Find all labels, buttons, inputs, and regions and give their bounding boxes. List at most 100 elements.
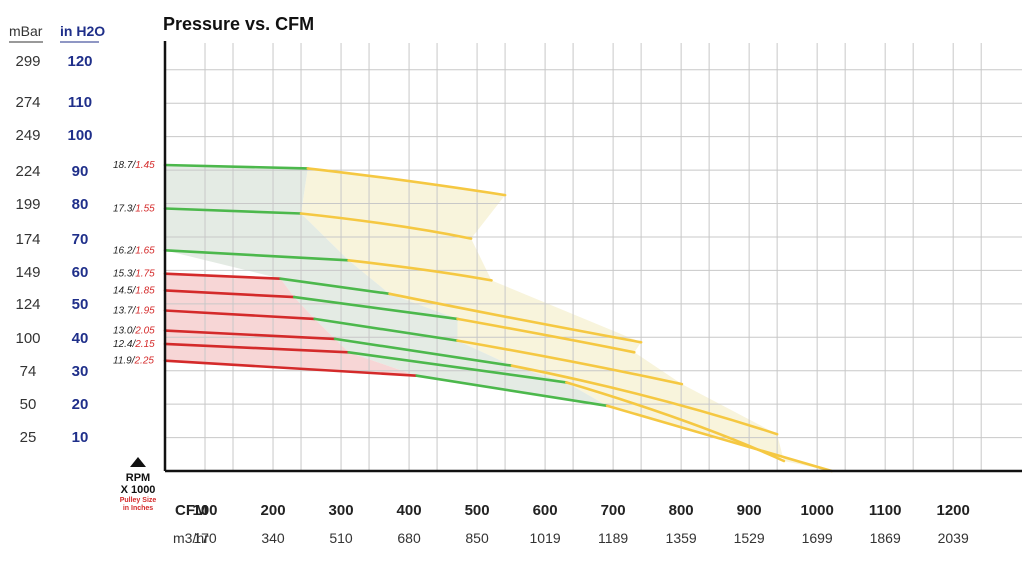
cfm-tick: 1000 <box>800 502 833 519</box>
mbar-tick: 174 <box>15 231 40 248</box>
m3hr-tick: 680 <box>397 530 421 546</box>
mbar-tick: 50 <box>20 396 37 413</box>
curve-label-pulley: 2.15 <box>134 339 155 350</box>
inh2o-tick: 120 <box>67 53 92 70</box>
zone-green <box>165 165 608 406</box>
curve-15.3-green <box>279 277 391 296</box>
inh2o-tick: 60 <box>72 264 89 281</box>
curve-17.3-yellow <box>299 212 473 240</box>
curve-11.9-yellow <box>605 404 833 473</box>
curve-label-rpm: 13.7/ <box>113 306 136 317</box>
rpm-label: RPM <box>126 472 150 484</box>
curve-label-pulley: 2.25 <box>134 356 155 367</box>
rpm-multiplier-label: X 1000 <box>121 484 156 496</box>
curve-15.3-yellow <box>388 292 643 344</box>
fan-curves <box>163 163 833 473</box>
inh2o-tick: 10 <box>72 429 89 446</box>
cfm-tick: 1100 <box>869 502 902 519</box>
curve-label-rpm: 18.7/ <box>113 160 136 171</box>
pulley-units-label: in Inches <box>123 505 153 512</box>
curve-12.4-red <box>163 342 350 354</box>
curve-label-pulley: 1.55 <box>135 204 155 215</box>
m3hr-tick: 510 <box>329 530 353 546</box>
operating-zones <box>165 165 832 471</box>
cfm-tick: 700 <box>601 502 626 519</box>
mbar-tick: 124 <box>15 296 40 313</box>
mbar-tick: 25 <box>20 429 37 446</box>
curve-label: 18.7/1.45 <box>113 160 155 171</box>
curve-label: 16.2/1.65 <box>113 245 155 256</box>
curve-label-rpm: 15.3/ <box>113 269 136 280</box>
cfm-tick: 800 <box>669 502 694 519</box>
mbar-tick: 224 <box>15 163 40 180</box>
curve-11.9-green <box>415 374 609 408</box>
mbar-tick: 274 <box>15 94 40 111</box>
inh2o-tick: 30 <box>72 363 89 380</box>
mbar-header: mBar <box>9 23 43 39</box>
curve-16.2-yellow <box>347 259 493 282</box>
curve-11.9-red <box>163 359 418 377</box>
curve-label-pulley: 1.95 <box>135 306 155 317</box>
inh2o-header: in H2O <box>60 23 105 39</box>
m3hr-tick: 1699 <box>802 530 833 546</box>
curve-13.7-red <box>163 309 316 321</box>
curve-label-pulley: 1.45 <box>135 160 155 171</box>
curve-label: 14.5/1.85 <box>113 285 155 296</box>
curve-label-pulley: 2.05 <box>134 326 155 337</box>
curve-13.0-red <box>163 329 337 341</box>
mbar-tick: 74 <box>20 363 37 380</box>
curve-label-rpm: 11.9/ <box>113 356 136 367</box>
curve-18.7-yellow <box>306 167 507 197</box>
inh2o-tick: 100 <box>67 127 92 144</box>
m3hr-tick: 170 <box>193 530 217 546</box>
m3hr-tick: 1359 <box>666 530 697 546</box>
curve-16.2-green <box>163 249 350 262</box>
rpm-triangle-icon <box>130 457 146 467</box>
curve-label-rpm: 13.0/ <box>113 326 136 337</box>
curve-label-rpm: 14.5/ <box>113 285 136 296</box>
m3hr-tick: 1189 <box>598 530 628 546</box>
zone-yellow <box>301 168 832 471</box>
curve-label: 13.7/1.95 <box>113 306 155 317</box>
curve-label: 13.0/2.05 <box>113 326 155 337</box>
curve-18.7-green <box>163 163 310 170</box>
curve-label-pulley: 1.75 <box>135 269 155 280</box>
curve-labels: 18.7/1.45 17.3/1.55 16.2/1.65 15.3/1.75 14.5… <box>113 160 155 367</box>
curve-14.5-red <box>163 289 296 299</box>
inh2o-tick: 70 <box>72 231 89 248</box>
x-tick-labels: 100 170 200 340 300 510 400 680 500 850 600 1019 700… <box>193 502 970 546</box>
curve-13.7-green <box>313 317 459 342</box>
y-tick-labels: 299 120 274 110 249 100 224 90 199 80 174 70 149 60 12… <box>15 53 92 446</box>
curve-12.4-green <box>347 351 568 384</box>
pulley-size-label: Pulley Size <box>120 497 157 504</box>
m3hr-tick: 1019 <box>530 530 561 546</box>
cfm-tick: 200 <box>261 502 286 519</box>
curve-label: 11.9/2.25 <box>113 356 154 367</box>
curve-13.7-yellow <box>456 339 684 386</box>
inh2o-tick: 90 <box>72 163 89 180</box>
curve-17.3-green <box>163 207 303 215</box>
mbar-tick: 249 <box>15 127 40 144</box>
cfm-tick: 1200 <box>937 502 970 519</box>
m3hr-tick: 1529 <box>734 530 765 546</box>
cfm-tick: 100 <box>193 502 218 519</box>
mbar-tick: 299 <box>15 53 40 70</box>
mbar-tick: 149 <box>15 264 40 281</box>
inh2o-tick: 20 <box>72 396 89 413</box>
cfm-tick: 300 <box>329 502 354 519</box>
m3hr-axis-label: m3/hr <box>173 530 209 546</box>
grid <box>165 43 1022 471</box>
curve-label: 12.4/2.15 <box>113 339 155 350</box>
inh2o-tick: 110 <box>68 94 92 111</box>
cfm-tick: 900 <box>737 502 762 519</box>
curve-label-rpm: 17.3/ <box>113 204 136 215</box>
m3hr-tick: 2039 <box>938 530 969 546</box>
curve-label-pulley: 1.65 <box>135 245 155 256</box>
inh2o-tick: 80 <box>72 196 89 213</box>
cfm-tick: 600 <box>533 502 558 519</box>
mbar-tick: 199 <box>15 196 40 213</box>
curve-label-pulley: 1.85 <box>135 285 155 296</box>
inh2o-tick: 50 <box>72 296 89 313</box>
cfm-axis-label: CFM <box>175 502 208 519</box>
